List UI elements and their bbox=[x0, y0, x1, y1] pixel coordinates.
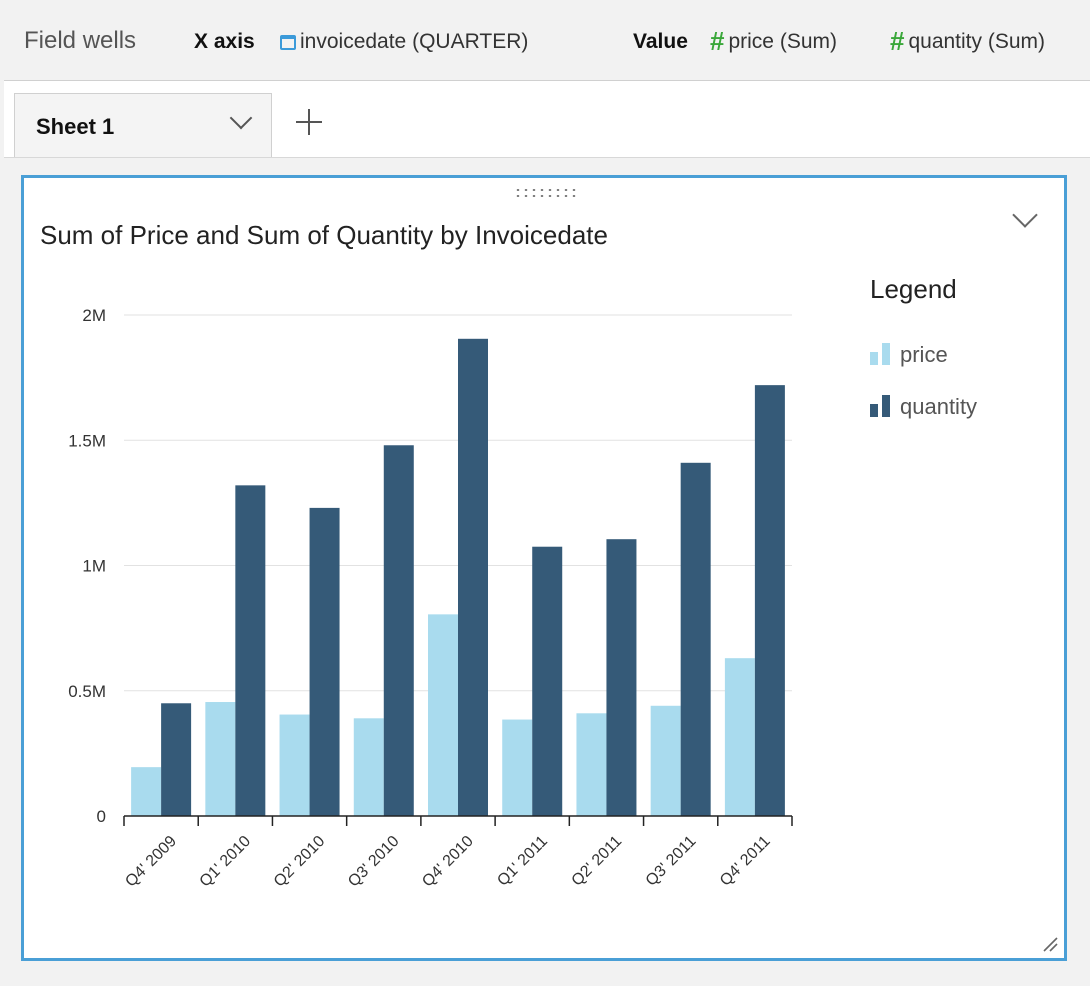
bar-price bbox=[576, 713, 607, 816]
legend-item-quantity[interactable]: quantity bbox=[870, 394, 977, 420]
bar-quantity bbox=[161, 703, 192, 816]
value-field-chip-quantity[interactable]: # quantity (Sum) bbox=[890, 26, 1046, 56]
field-wells-bar: Field wells X axis invoicedate (QUARTER)… bbox=[4, 0, 1090, 81]
bar-price bbox=[650, 705, 681, 816]
value-field-label-price: price (Sum) bbox=[728, 30, 837, 53]
x-axis-label: X axis bbox=[194, 30, 255, 53]
bar-price bbox=[353, 718, 384, 816]
y-tick-label: 0 bbox=[97, 807, 106, 826]
y-tick-label: 1.5M bbox=[68, 431, 106, 450]
add-sheet-button[interactable] bbox=[294, 107, 324, 137]
tab-sheet-1[interactable]: Sheet 1 bbox=[14, 93, 272, 157]
value-field-label-quantity: quantity (Sum) bbox=[908, 30, 1046, 53]
legend-swatch bbox=[870, 395, 892, 417]
x-axis-field-chip[interactable]: invoicedate (QUARTER) bbox=[280, 30, 528, 54]
bar-quantity bbox=[680, 462, 711, 816]
chevron-down-icon[interactable] bbox=[229, 106, 253, 130]
bar-price bbox=[279, 714, 310, 816]
legend-label-quantity: quantity bbox=[900, 394, 978, 419]
calendar-icon bbox=[280, 35, 296, 50]
value-field-chip-price[interactable]: # price (Sum) bbox=[710, 26, 837, 56]
bar-price bbox=[205, 702, 236, 816]
hash-icon: # bbox=[710, 26, 725, 56]
y-tick-label: 0.5M bbox=[68, 682, 106, 701]
bar-quantity bbox=[606, 539, 637, 816]
tab-label: Sheet 1 bbox=[36, 114, 115, 139]
y-tick-label: 2M bbox=[82, 306, 106, 325]
x-axis-field-label: invoicedate (QUARTER) bbox=[300, 30, 529, 53]
x-tick-label: Q4' 2011 bbox=[717, 833, 774, 890]
chart-title: Sum of Price and Sum of Quantity by Invo… bbox=[40, 220, 608, 250]
x-tick-label: Q2' 2011 bbox=[569, 833, 626, 890]
bar-price bbox=[131, 767, 162, 816]
bar-quantity bbox=[383, 445, 414, 816]
y-tick-label: 1M bbox=[82, 557, 106, 576]
bar-price bbox=[724, 658, 755, 816]
bar-quantity bbox=[532, 546, 563, 816]
bar-chart: 0 0.5M 1M 1.5M 2M Q4' 2009 Q1' 2010 Q2' 2010 Q3'… bbox=[68, 306, 793, 891]
legend-title: Legend bbox=[870, 274, 957, 304]
legend-swatch bbox=[870, 343, 892, 365]
bar-price bbox=[502, 719, 533, 816]
x-tick-label: Q1' 2010 bbox=[197, 833, 255, 891]
x-tick-label: Q1' 2011 bbox=[494, 833, 551, 890]
legend-item-price[interactable]: price bbox=[870, 342, 948, 368]
bar-quantity bbox=[458, 338, 488, 816]
bar-quantity bbox=[235, 485, 266, 816]
field-wells-title[interactable]: Field wells bbox=[24, 27, 137, 54]
x-tick-label: Q4' 2009 bbox=[122, 833, 180, 891]
sheet-tab-bar: Sheet 1 bbox=[4, 81, 1090, 158]
resize-handle-icon[interactable] bbox=[1042, 936, 1058, 952]
hash-icon: # bbox=[890, 26, 905, 56]
x-tick-label: Q3' 2011 bbox=[643, 833, 700, 890]
bar-quantity bbox=[754, 385, 785, 816]
bar-price bbox=[428, 614, 458, 816]
bar-quantity bbox=[309, 507, 340, 816]
x-tick-label: Q4' 2010 bbox=[419, 833, 477, 891]
x-tick-label: Q2' 2010 bbox=[271, 833, 329, 891]
chart-visual[interactable]: Sum of Price and Sum of Quantity by Invo… bbox=[21, 175, 1067, 961]
x-tick-label: Q3' 2010 bbox=[345, 833, 403, 891]
value-label: Value bbox=[633, 30, 688, 53]
legend-label-price: price bbox=[900, 342, 948, 367]
drag-handle-icon[interactable] bbox=[514, 187, 578, 201]
